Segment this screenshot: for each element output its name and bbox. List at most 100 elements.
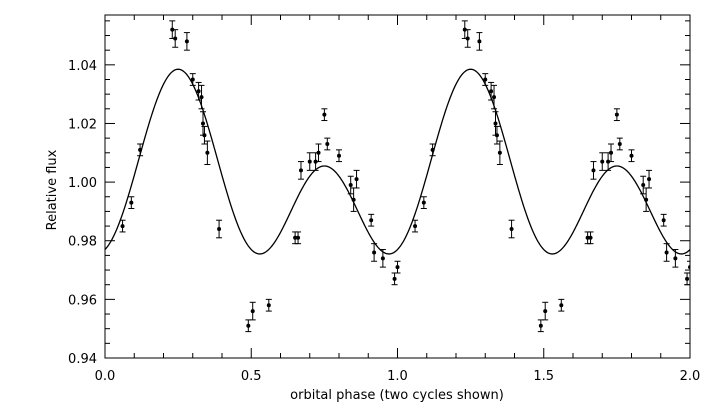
data-marker	[354, 177, 359, 182]
data-marker	[644, 197, 649, 202]
data-marker	[497, 150, 502, 155]
data-point	[265, 298, 272, 312]
data-marker	[543, 309, 548, 314]
data-point	[324, 137, 331, 151]
data-point	[599, 152, 606, 171]
data-marker	[120, 224, 125, 229]
data-marker	[492, 95, 497, 100]
data-marker	[489, 89, 494, 94]
data-marker	[538, 323, 543, 328]
data-point	[336, 149, 342, 163]
data-marker	[664, 250, 669, 255]
data-point	[660, 213, 667, 227]
x-tick-label: 0.0	[95, 369, 116, 384]
data-marker	[591, 168, 596, 173]
data-marker	[322, 112, 327, 117]
data-point	[496, 140, 503, 166]
data-point	[542, 301, 549, 321]
data-point	[590, 161, 597, 180]
data-marker	[217, 227, 222, 232]
data-point	[429, 143, 436, 157]
data-point	[128, 196, 135, 209]
data-point	[508, 219, 515, 239]
data-marker	[641, 183, 646, 188]
data-marker	[600, 159, 605, 164]
data-point	[628, 149, 635, 163]
data-point	[172, 29, 179, 48]
data-marker	[196, 89, 201, 94]
data-point	[295, 231, 302, 245]
data-marker	[325, 141, 330, 146]
data-point	[297, 161, 304, 180]
data-marker	[250, 309, 255, 314]
y-tick-label: 1.00	[68, 176, 97, 191]
data-point	[616, 137, 623, 151]
data-marker	[392, 276, 397, 281]
data-marker	[614, 112, 619, 117]
data-marker	[585, 235, 590, 240]
data-point	[613, 108, 620, 122]
data-marker	[348, 183, 353, 188]
data-point	[412, 219, 419, 233]
data-point	[137, 143, 144, 157]
data-marker	[629, 153, 634, 158]
data-marker	[205, 150, 210, 155]
data-marker	[173, 36, 178, 41]
data-point	[379, 249, 386, 268]
data-point	[488, 81, 495, 101]
data-marker	[483, 77, 488, 82]
y-tick-label: 0.94	[68, 352, 97, 367]
data-point	[119, 219, 126, 233]
data-marker	[369, 218, 374, 223]
data-point	[672, 249, 679, 268]
data-point	[646, 169, 653, 189]
data-marker	[647, 177, 652, 182]
data-marker	[202, 133, 207, 138]
x-tick-label: 0.5	[241, 369, 262, 384]
x-axis-label: orbital phase (two cycles shown)	[290, 388, 504, 403]
data-marker	[138, 147, 143, 152]
data-marker	[685, 276, 690, 281]
data-point	[394, 260, 401, 274]
data-marker	[395, 265, 400, 270]
data-marker	[200, 121, 205, 126]
data-point	[464, 29, 471, 48]
x-tick-label: 1.5	[533, 369, 554, 384]
data-marker	[494, 133, 499, 138]
data-point	[663, 243, 670, 262]
data-point	[198, 84, 205, 110]
data-marker	[421, 200, 426, 205]
data-marker	[617, 141, 622, 146]
data-marker	[307, 159, 312, 164]
data-marker	[266, 303, 271, 308]
data-point	[245, 319, 252, 333]
data-point	[537, 319, 544, 333]
y-tick-label: 1.02	[68, 117, 97, 132]
data-marker	[246, 323, 251, 328]
data-point	[608, 143, 615, 163]
data-point	[353, 169, 360, 189]
data-point	[189, 73, 196, 86]
data-marker	[293, 235, 298, 240]
data-marker	[509, 227, 514, 232]
y-tick-label: 1.04	[68, 59, 97, 74]
data-point	[640, 175, 647, 195]
y-tick-label: 0.98	[68, 235, 97, 250]
data-point	[491, 84, 498, 110]
data-point	[315, 143, 322, 163]
data-marker	[413, 224, 418, 229]
axes: 0.0 0.5 1.0 1.5 2.0 0.94 0.96 0.98 1.00 1.02 1.04	[68, 14, 700, 384]
data-marker	[430, 147, 435, 152]
data-marker	[129, 200, 134, 205]
data-point	[183, 32, 190, 51]
plot-area	[105, 20, 690, 333]
data-marker	[673, 256, 678, 261]
data-marker	[316, 150, 321, 155]
x-tick-label: 1.0	[387, 369, 408, 384]
data-marker	[296, 235, 301, 240]
plot-content	[105, 20, 690, 333]
data-marker	[559, 303, 564, 308]
data-marker	[351, 197, 356, 202]
y-tick-label: 0.96	[68, 293, 97, 308]
